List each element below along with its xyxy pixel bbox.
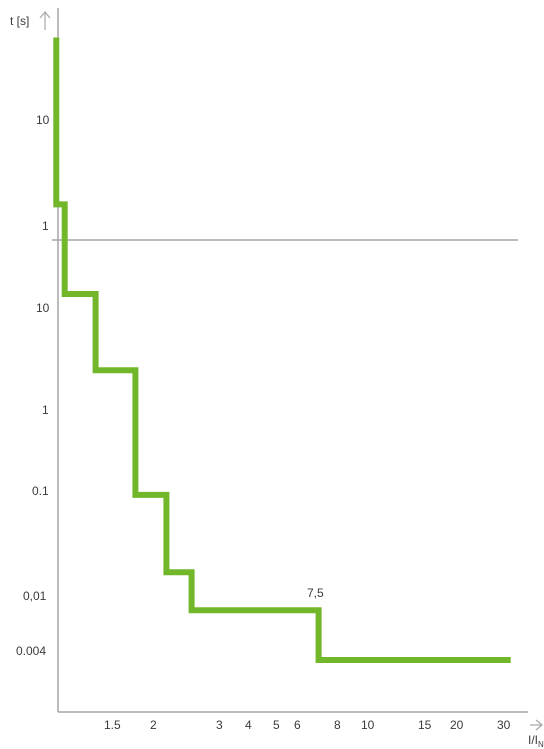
y-tick-label: 0.1 bbox=[32, 484, 49, 498]
y-axis-title: t [s] bbox=[10, 14, 29, 28]
x-tick-label: 10 bbox=[361, 718, 375, 732]
y-axis-arrow-icon bbox=[39, 11, 51, 30]
x-tick-label: 20 bbox=[450, 718, 464, 732]
x-axis-title-main: I/I bbox=[528, 733, 538, 747]
annotation-label: 7,5 bbox=[307, 586, 324, 600]
x-tick-label: 5 bbox=[273, 718, 280, 732]
x-tick-label: 3 bbox=[216, 718, 223, 732]
x-tick-label: 8 bbox=[334, 718, 341, 732]
x-axis-title-subscript: N bbox=[538, 740, 544, 749]
x-axis-arrow-icon bbox=[530, 719, 543, 731]
y-tick-label: 10 bbox=[36, 301, 50, 315]
x-tick-label: 1.5 bbox=[104, 718, 121, 732]
y-tick-label: 1 bbox=[42, 219, 49, 233]
x-axis-title: I/IN bbox=[528, 733, 544, 749]
x-tick-label: 6 bbox=[294, 718, 301, 732]
x-tick-label: 15 bbox=[418, 718, 432, 732]
y-tick-label: 1 bbox=[42, 403, 49, 417]
y-tick-label: 0.004 bbox=[16, 644, 46, 658]
x-tick-label: 30 bbox=[497, 718, 511, 732]
x-tick-label: 2 bbox=[150, 718, 157, 732]
y-tick-label: 10 bbox=[36, 113, 50, 127]
series-line bbox=[53, 37, 511, 663]
x-tick-label: 4 bbox=[245, 718, 252, 732]
y-tick-label: 0,01 bbox=[23, 589, 47, 603]
